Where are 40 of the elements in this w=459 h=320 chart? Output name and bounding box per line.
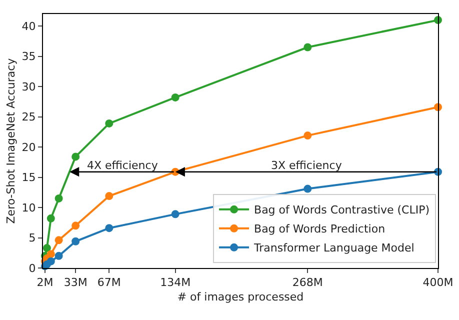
point xyxy=(105,224,114,232)
y-tick-label: 35 xyxy=(22,50,36,64)
y-tick-label: 25 xyxy=(22,110,36,124)
point xyxy=(105,192,114,200)
point xyxy=(304,43,312,52)
x-tick-label: 33M xyxy=(64,276,88,290)
annotation: 4X efficiency xyxy=(87,159,158,172)
point xyxy=(46,214,55,222)
legend-label: Bag of Words Prediction xyxy=(254,222,386,236)
x-tick-label: 2M xyxy=(36,276,54,290)
x-axis-title: # of images processed xyxy=(177,290,304,304)
point xyxy=(105,119,114,128)
point xyxy=(171,93,180,102)
x-tick-label: 134M xyxy=(160,276,191,290)
y-tick-label: 5 xyxy=(28,232,36,245)
point xyxy=(46,257,55,266)
point xyxy=(46,250,55,258)
point xyxy=(171,210,180,218)
y-tick-label: 30 xyxy=(22,80,36,94)
legend-label: Bag of Words Contrastive (CLIP) xyxy=(254,204,430,217)
y-tick-label: 10 xyxy=(22,201,36,214)
annotation: 3X efficiency xyxy=(271,159,342,172)
y-axis-title: Zero-Shot ImageNet Accuracy xyxy=(4,58,18,224)
point xyxy=(72,152,80,161)
point xyxy=(54,194,63,202)
legend-label: Transformer Language Model xyxy=(253,242,414,255)
x-tick-label: 67M xyxy=(97,276,121,290)
y-tick-label: 20 xyxy=(22,140,36,154)
point xyxy=(72,222,80,230)
point xyxy=(304,184,312,193)
point xyxy=(54,236,63,244)
y-tick-label: 15 xyxy=(22,171,36,184)
point xyxy=(54,252,63,260)
y-tick-label: 0 xyxy=(28,262,36,275)
x-tick-label: 268M xyxy=(292,276,323,290)
x-tick-label: 400M xyxy=(422,276,454,290)
point xyxy=(304,132,312,140)
point xyxy=(72,237,80,246)
point xyxy=(42,244,51,252)
y-tick-label: 40 xyxy=(22,20,36,33)
